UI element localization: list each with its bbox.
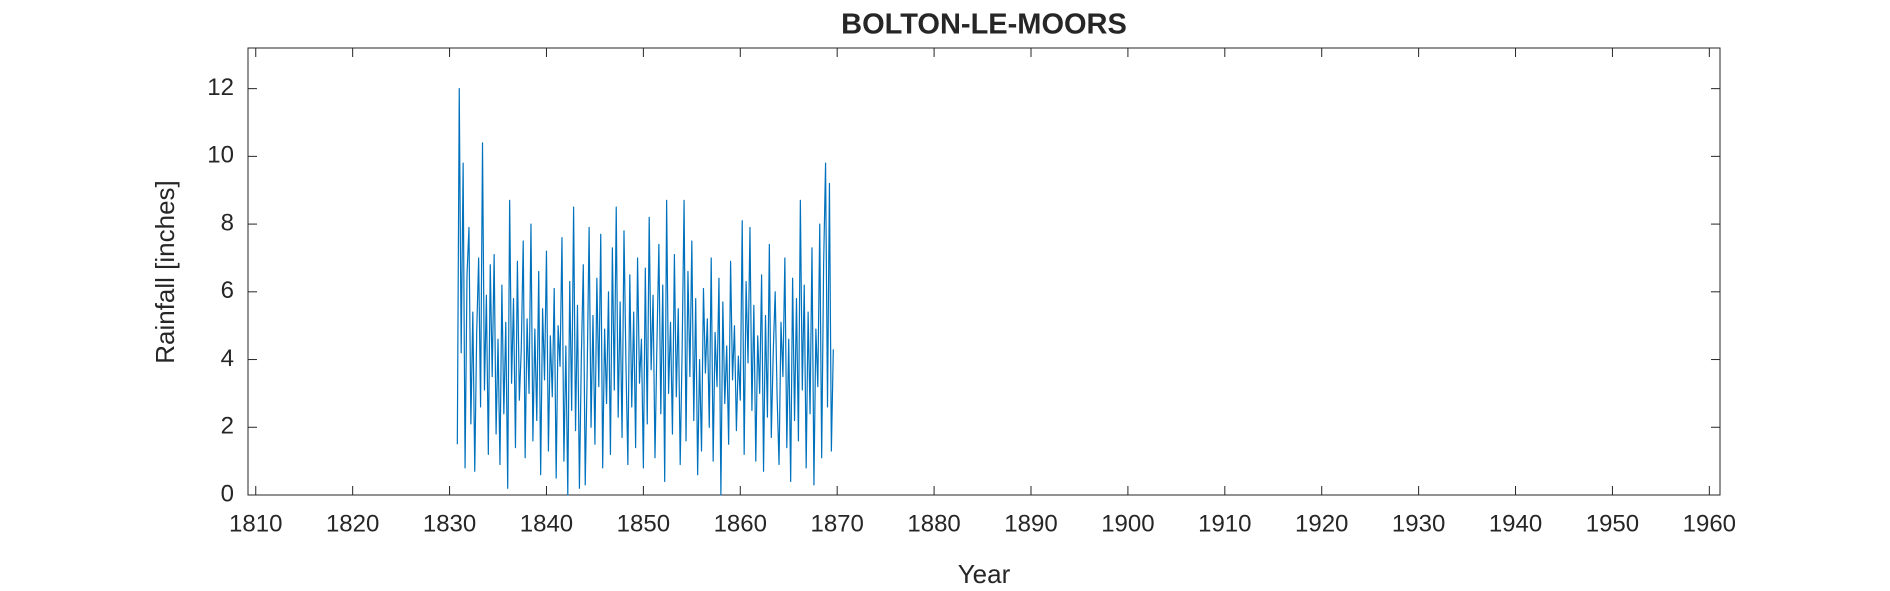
chart-title: BOLTON-LE-MOORS bbox=[841, 9, 1127, 41]
x-tick-label: 1850 bbox=[617, 510, 670, 537]
x-tick-label: 1810 bbox=[229, 510, 282, 537]
x-tick-label: 1890 bbox=[1004, 510, 1057, 537]
x-tick-label: 1880 bbox=[907, 510, 960, 537]
y-tick-label: 4 bbox=[221, 345, 234, 372]
x-tick-label: 1840 bbox=[520, 510, 573, 537]
x-tick-label: 1900 bbox=[1101, 510, 1154, 537]
y-tick-label: 0 bbox=[221, 480, 234, 507]
x-tick-label: 1940 bbox=[1489, 510, 1542, 537]
x-tick-label: 1820 bbox=[326, 510, 379, 537]
x-tick-label: 1960 bbox=[1683, 510, 1736, 537]
x-tick-label: 1860 bbox=[714, 510, 767, 537]
y-tick-label: 10 bbox=[207, 142, 234, 169]
y-tick-label: 12 bbox=[207, 74, 234, 101]
x-tick-label: 1950 bbox=[1586, 510, 1639, 537]
x-tick-label: 1920 bbox=[1295, 510, 1348, 537]
x-tick-label: 1910 bbox=[1198, 510, 1251, 537]
y-axis-label: Rainfall [inches] bbox=[150, 180, 180, 364]
x-tick-label: 1930 bbox=[1392, 510, 1445, 537]
y-tick-label: 2 bbox=[221, 413, 234, 440]
y-tick-label: 8 bbox=[221, 209, 234, 236]
y-tick-label: 6 bbox=[221, 277, 234, 304]
rainfall-line bbox=[456, 88, 834, 496]
x-tick-label: 1830 bbox=[423, 510, 476, 537]
x-axis-label: Year bbox=[958, 559, 1011, 589]
x-tick-label: 1870 bbox=[810, 510, 863, 537]
